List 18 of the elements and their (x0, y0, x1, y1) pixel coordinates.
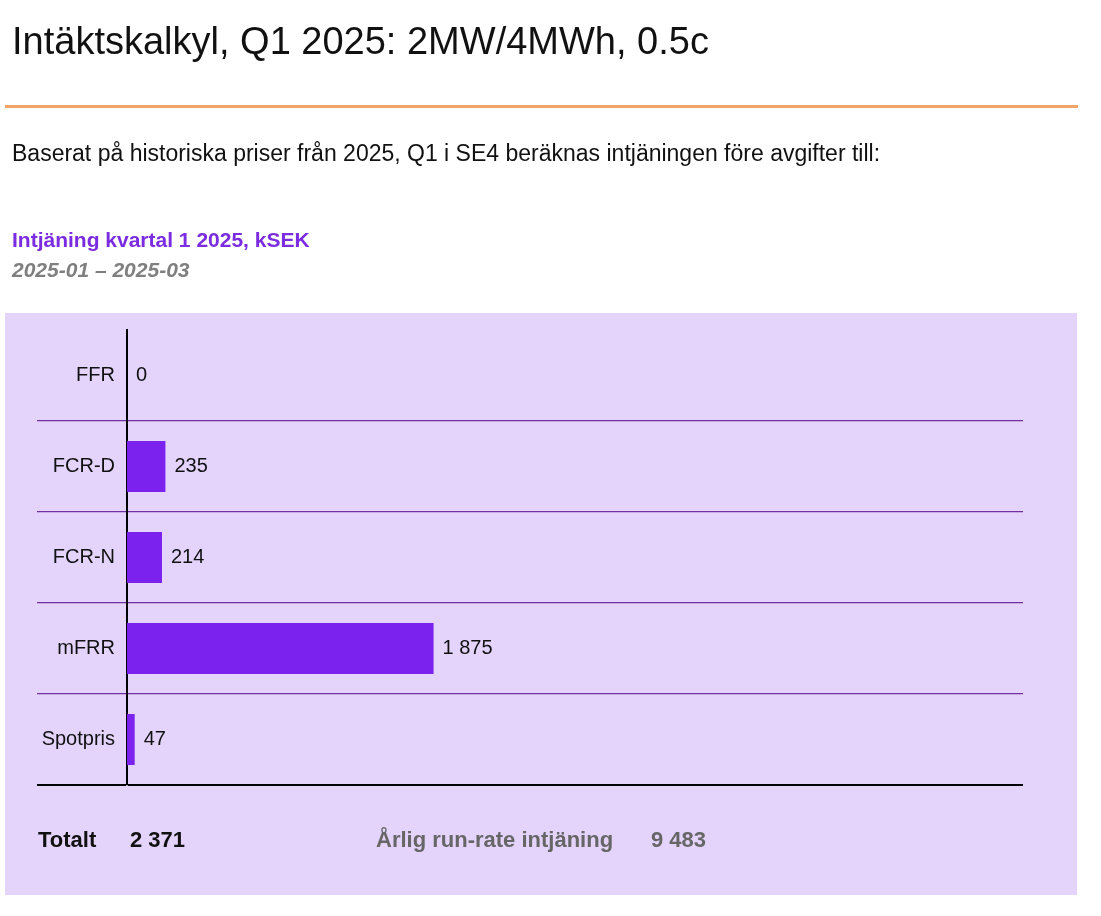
y-tick-label: Spotpris (41, 727, 115, 750)
data-label: 1 875 (442, 636, 493, 659)
text: 9 483 (651, 827, 707, 853)
data-label: 214 (170, 545, 205, 568)
text: Årlig run-rate intjäning (376, 827, 614, 853)
data-label: 0 (136, 363, 148, 386)
data-label: 47 (143, 727, 166, 750)
chart-title: Intäktskalkyl, Q1 2025: 2MW/4MWh, 0.5c (12, 20, 709, 63)
y-tick-label: mFRR (57, 636, 115, 659)
y-tick-label: FFR (76, 363, 115, 386)
chart-subtitle: Baserat på historiska priser från 2025, Q1 i SE4 beräknas intjäningen före avgifter till: (12, 140, 881, 167)
y-tick-label: FCR-N (52, 545, 115, 568)
text: Totalt (38, 827, 97, 853)
y-tick-label: FCR-D (52, 454, 115, 477)
data-label: 235 (174, 454, 208, 477)
text: 2 371 (130, 827, 186, 853)
text: 2025-01 – 2025-03 (12, 258, 190, 282)
text: Intjäning kvartal 1 2025, kSEK (12, 228, 310, 252)
